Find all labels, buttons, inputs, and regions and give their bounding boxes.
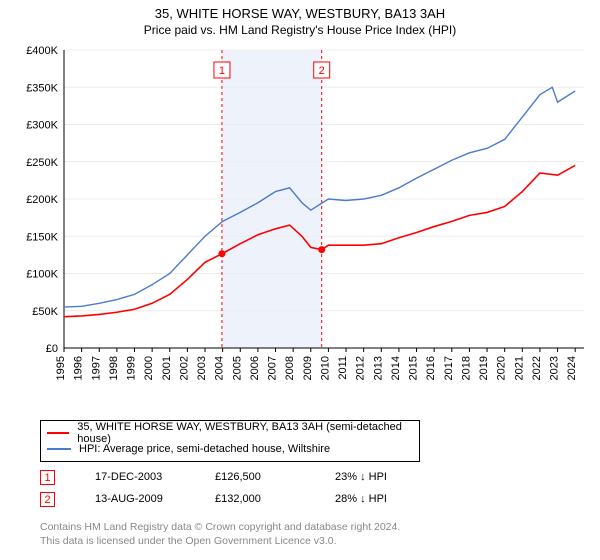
svg-text:2014: 2014	[390, 356, 402, 380]
sale-date: 13-AUG-2009	[95, 493, 175, 505]
sale-price: £132,000	[215, 493, 295, 505]
svg-text:£100K: £100K	[26, 269, 58, 281]
sale-date: 17-DEC-2003	[95, 471, 175, 483]
svg-text:2021: 2021	[513, 356, 525, 380]
svg-text:2017: 2017	[443, 356, 455, 380]
legend: 35, WHITE HORSE WAY, WESTBURY, BA13 3AH …	[40, 420, 420, 462]
sale-price: £126,500	[215, 471, 295, 483]
svg-text:£150K: £150K	[26, 231, 58, 243]
sale-marker-icon: 2	[40, 492, 55, 507]
svg-text:2016: 2016	[425, 356, 437, 380]
svg-text:£50K: £50K	[32, 306, 58, 318]
svg-text:2020: 2020	[496, 356, 508, 380]
table-row: 2 13-AUG-2009 £132,000 28% ↓ HPI	[40, 488, 415, 510]
svg-text:2012: 2012	[355, 356, 367, 380]
svg-text:1998: 1998	[108, 356, 120, 380]
svg-text:£0: £0	[46, 343, 58, 355]
svg-text:1: 1	[219, 65, 225, 77]
svg-text:1997: 1997	[90, 356, 102, 380]
svg-text:2008: 2008	[284, 356, 296, 380]
svg-text:2000: 2000	[143, 356, 155, 380]
svg-text:2004: 2004	[214, 356, 226, 380]
svg-text:2010: 2010	[319, 356, 331, 380]
svg-text:2002: 2002	[178, 356, 190, 380]
svg-text:£300K: £300K	[26, 120, 58, 132]
svg-text:1999: 1999	[126, 356, 138, 380]
svg-text:£200K: £200K	[26, 194, 58, 206]
legend-swatch-hpi	[47, 448, 71, 450]
sale-delta: 28% ↓ HPI	[335, 493, 415, 505]
page-subtitle: Price paid vs. HM Land Registry's House …	[0, 23, 600, 37]
sale-marker-icon: 1	[40, 470, 55, 485]
header: 35, WHITE HORSE WAY, WESTBURY, BA13 3AH …	[0, 0, 600, 37]
svg-text:2003: 2003	[196, 356, 208, 380]
legend-label: 35, WHITE HORSE WAY, WESTBURY, BA13 3AH …	[77, 421, 413, 445]
legend-swatch-property	[47, 432, 69, 434]
svg-text:2015: 2015	[408, 356, 420, 380]
sales-table: 1 17-DEC-2003 £126,500 23% ↓ HPI 2 13-AU…	[40, 466, 415, 510]
table-row: 1 17-DEC-2003 £126,500 23% ↓ HPI	[40, 466, 415, 488]
svg-text:£350K: £350K	[26, 82, 58, 94]
svg-text:1995: 1995	[55, 356, 67, 380]
svg-text:2023: 2023	[549, 356, 561, 380]
svg-text:2019: 2019	[478, 356, 490, 380]
svg-text:2024: 2024	[566, 356, 578, 380]
price-chart: £0 £50K £100K £150K £200K £250K £300K £350K £400…	[10, 46, 590, 386]
attribution-footer: Contains HM Land Registry data © Crown c…	[40, 520, 400, 548]
svg-text:2: 2	[319, 65, 325, 77]
svg-text:2006: 2006	[249, 356, 261, 380]
chart-canvas: £0 £50K £100K £150K £200K £250K £300K £350K £400…	[10, 46, 590, 386]
svg-text:2022: 2022	[531, 356, 543, 380]
svg-text:2001: 2001	[161, 356, 173, 380]
svg-text:2018: 2018	[460, 356, 472, 380]
sale-delta: 23% ↓ HPI	[335, 471, 415, 483]
svg-text:2013: 2013	[372, 356, 384, 380]
footer-line: Contains HM Land Registry data © Crown c…	[40, 520, 400, 534]
svg-text:2011: 2011	[337, 356, 349, 380]
svg-text:£250K: £250K	[26, 157, 58, 169]
svg-text:2007: 2007	[267, 356, 279, 380]
legend-row: 35, WHITE HORSE WAY, WESTBURY, BA13 3AH …	[47, 425, 413, 441]
footer-line: This data is licensed under the Open Gov…	[40, 534, 400, 548]
page-title: 35, WHITE HORSE WAY, WESTBURY, BA13 3AH	[0, 6, 600, 21]
svg-text:2005: 2005	[231, 356, 243, 380]
svg-text:£400K: £400K	[26, 46, 58, 57]
legend-label: HPI: Average price, semi-detached house,…	[79, 443, 330, 455]
svg-text:2009: 2009	[302, 356, 314, 380]
svg-text:1996: 1996	[73, 356, 85, 380]
